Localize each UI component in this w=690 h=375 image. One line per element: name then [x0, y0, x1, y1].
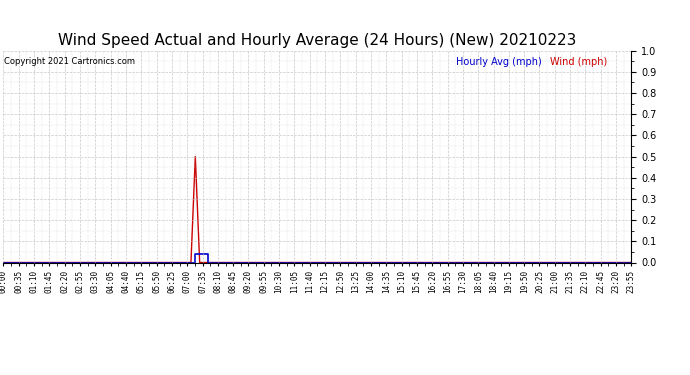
Title: Wind Speed Actual and Hourly Average (24 Hours) (New) 20210223: Wind Speed Actual and Hourly Average (24…: [58, 33, 577, 48]
Text: Hourly Avg (mph): Hourly Avg (mph): [455, 57, 541, 67]
Text: Wind (mph): Wind (mph): [550, 57, 607, 67]
Text: Copyright 2021 Cartronics.com: Copyright 2021 Cartronics.com: [4, 57, 135, 66]
